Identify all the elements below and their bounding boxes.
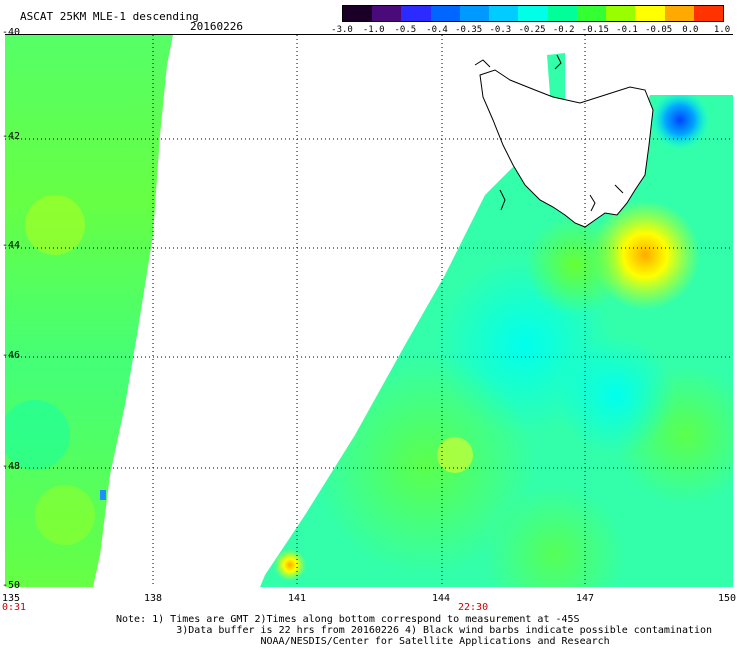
colorbar-segment: [372, 6, 402, 21]
left-swath: [5, 35, 173, 587]
lat-label: -42: [2, 131, 21, 142]
colorbar-tick-label: -0.5: [394, 25, 417, 35]
lon-label: 150: [718, 593, 737, 604]
colorbar-segment: [518, 6, 548, 21]
colorbar-segment: [489, 6, 519, 21]
colorbar-ticks: -3.0 -1.0 -0.5 -0.4 -0.35 -0.3 -0.25 -0.2 -0.15-…: [330, 25, 732, 37]
colorbar-segment: [664, 6, 694, 21]
colorbar-segment: [547, 6, 577, 21]
colorbar-segment: [635, 6, 665, 21]
colorbar-tick-label: -0.25: [518, 25, 546, 35]
colorbar-tick-label: -1.0: [362, 25, 385, 35]
colorbar-tick-label: -0.15: [581, 25, 609, 35]
map-area: [5, 34, 733, 587]
lon-label: 141: [288, 593, 307, 604]
grid-lines: [5, 35, 733, 587]
time-label-bottom: 22:30: [458, 602, 489, 613]
note-line: 3)Data buffer is 22 hrs from 20160226 4)…: [176, 625, 713, 636]
lat-label: -40: [2, 27, 21, 38]
map-title: ASCAT 25KM MLE-1 descending: [20, 10, 199, 23]
colorbar-segment: [459, 6, 490, 21]
colorbar-tick-label: -0.4: [426, 25, 448, 35]
right-swath: [260, 53, 733, 587]
tasmania-coastline: [479, 69, 654, 228]
colorbar-segment: [606, 6, 636, 21]
lon-label: 147: [576, 593, 595, 604]
colorbar-tick-label: 0.0: [682, 25, 699, 35]
colorbar-tick-label: -3.0: [331, 25, 353, 35]
colorbar-tick-label: -0.2: [552, 25, 575, 35]
colorbar-segment: [693, 6, 724, 21]
lat-label: -44: [2, 240, 21, 251]
colorbar-segment: [343, 6, 373, 21]
map-date: 20160226: [190, 20, 243, 33]
note-line: NOAA/NESDIS/Center for Satellite Applica…: [260, 636, 610, 647]
colorbar-segment: [401, 6, 431, 21]
colorbar-tick-label: -0.3: [489, 25, 512, 35]
colorbar-tick-label: -0.05: [645, 25, 673, 35]
colorbar: [342, 5, 724, 22]
note-line: Note: 1) Times are GMT 2)Times along bot…: [116, 614, 580, 625]
colorbar-tick-label: -0.35: [455, 25, 483, 35]
colorbar-tick-label: -0.1: [616, 25, 638, 35]
lat-label: -48: [2, 461, 21, 472]
footnote: Note: 1) Times are GMT 2)Times along bot…: [116, 614, 712, 647]
lon-label: 135: [2, 593, 21, 604]
colorbar-segment: [576, 6, 607, 21]
lat-label: -46: [2, 350, 21, 361]
colorbar-tick-label: 1.0: [713, 25, 731, 35]
lon-label: 144: [432, 593, 451, 604]
time-label-left: 0:31: [2, 602, 27, 613]
lon-label: 138: [144, 593, 163, 604]
lat-label: -50: [2, 580, 21, 591]
colorbar-segment: [430, 6, 460, 21]
